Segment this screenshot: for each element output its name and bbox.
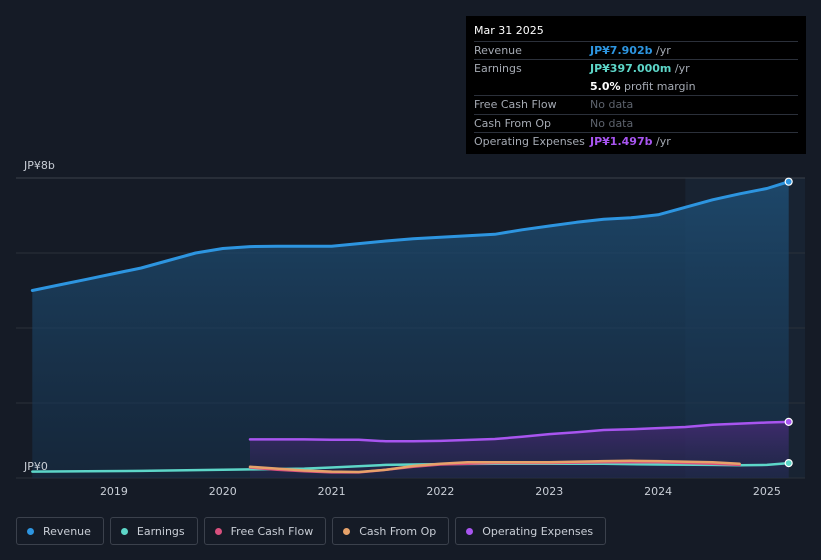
tooltip-label: Revenue — [474, 44, 522, 57]
tooltip-panel: Mar 31 2025 Revenue JP¥7.902b /yr Earnin… — [466, 16, 806, 154]
tooltip-label — [474, 78, 590, 95]
x-tick-label: 2021 — [318, 485, 346, 498]
x-tick-label: 2024 — [644, 485, 672, 498]
cash-from-op-value: No data — [590, 116, 634, 130]
tooltip-label: Free Cash Flow — [474, 98, 557, 112]
tooltip-label: Earnings — [474, 62, 522, 76]
y-axis-top-label: JP¥8b — [23, 159, 55, 172]
tooltip-row-operating-expenses: Operating Expenses JP¥1.497b /yr — [474, 131, 798, 150]
tooltip-row-earnings: Earnings JP¥397.000m /yr — [474, 59, 798, 77]
x-tick-label: 2025 — [753, 485, 781, 498]
legend-label: Operating Expenses — [482, 524, 594, 538]
operating-expenses-end-point — [784, 417, 793, 426]
earnings-end-point — [784, 459, 793, 468]
x-tick-label: 2020 — [209, 485, 237, 498]
revenue-line — [30, 180, 791, 292]
earnings-dot-icon — [120, 527, 128, 535]
revenue-end-point — [784, 177, 793, 186]
legend: Revenue Earnings Free Cash Flow Cash Fro… — [16, 517, 607, 545]
legend-item-free-cash-flow[interactable]: Free Cash Flow — [203, 517, 327, 545]
tooltip-row-free-cash-flow: Free Cash Flow No data — [474, 95, 798, 113]
unit-label: /yr — [655, 134, 671, 148]
tooltip-row-revenue: Revenue JP¥7.902b /yr — [474, 41, 798, 59]
operating-expenses-line — [248, 420, 790, 443]
x-tick-label: 2019 — [100, 485, 128, 498]
legend-item-earnings[interactable]: Earnings — [109, 517, 198, 545]
tooltip-value: JP¥7.902b /yr — [590, 42, 671, 59]
unit-label: profit margin — [624, 79, 696, 93]
y-axis-bottom-label: JP¥0 — [23, 460, 48, 473]
cash-from-op-line — [248, 459, 741, 474]
tooltip-label: Cash From Op — [474, 116, 552, 130]
tooltip-label: Operating Expenses — [474, 134, 585, 148]
free-cash-flow-dot-icon — [214, 527, 222, 535]
earnings-value: JP¥397.000m — [590, 62, 672, 76]
legend-label: Cash From Op — [359, 524, 437, 538]
tooltip-value: 5.0% profit margin — [590, 78, 696, 95]
x-tick-label: 2022 — [426, 485, 454, 498]
tooltip-date: Mar 31 2025 — [474, 24, 544, 37]
tooltip-value: JP¥397.000m /yr — [590, 60, 690, 77]
legend-label: Free Cash Flow — [230, 524, 314, 538]
revenue-dot-icon — [27, 527, 34, 535]
tooltip-value: JP¥1.497b /yr — [590, 133, 671, 150]
tooltip-row-margin: 5.0% profit margin — [474, 78, 798, 95]
profit-margin-value: 5.0% — [590, 79, 621, 93]
unit-label: /yr — [674, 62, 690, 76]
legend-item-operating-expenses[interactable]: Operating Expenses — [455, 517, 607, 545]
unit-label: /yr — [655, 44, 671, 57]
revenue-value: JP¥7.902b — [590, 44, 653, 57]
operating-expenses-dot-icon — [466, 527, 474, 535]
free-cash-flow-value: No data — [590, 98, 634, 112]
revenue-area — [32, 181, 789, 478]
legend-item-cash-from-op[interactable]: Cash From Op — [332, 517, 450, 545]
operating-expenses-value: JP¥1.497b — [590, 134, 653, 148]
legend-label: Earnings — [136, 524, 185, 538]
tooltip-row-cash-from-op: Cash From Op No data — [474, 113, 798, 132]
cash-from-op-dot-icon — [343, 527, 351, 535]
legend-label: Revenue — [43, 524, 91, 538]
x-tick-label: 2023 — [535, 485, 563, 498]
legend-item-revenue[interactable]: Revenue — [16, 517, 104, 545]
